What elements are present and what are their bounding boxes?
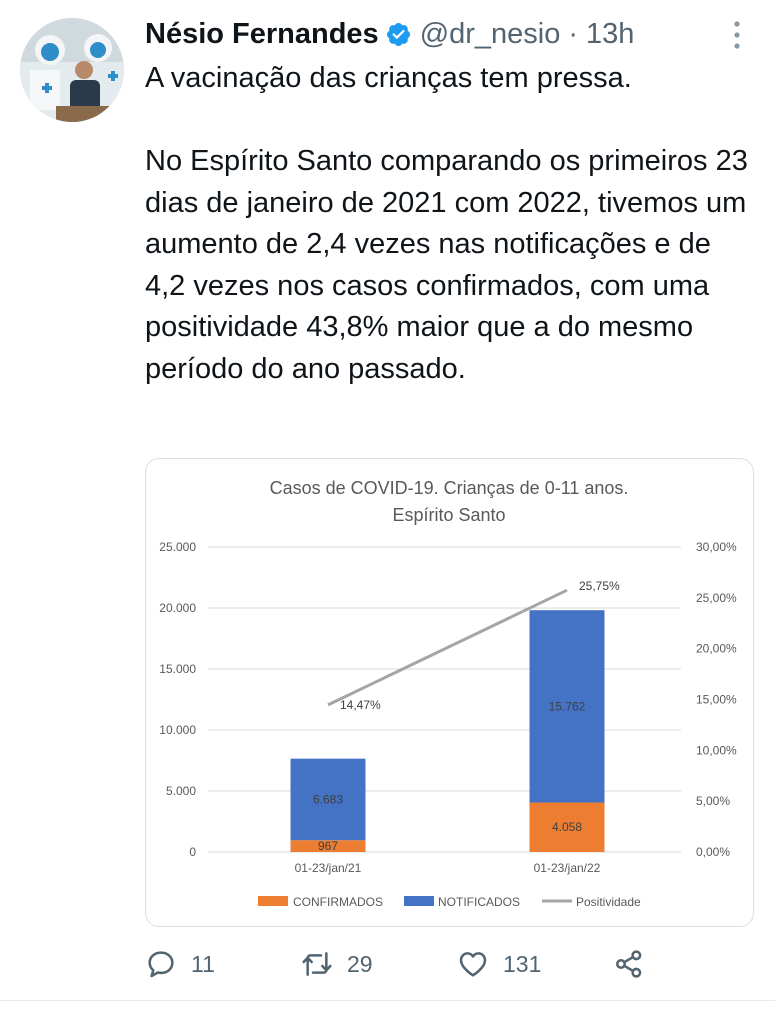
data-label-confirmados: 967 bbox=[318, 839, 338, 853]
share-button[interactable] bbox=[613, 942, 659, 986]
data-label-positividade: 25,75% bbox=[579, 579, 620, 593]
retweet-icon bbox=[302, 952, 332, 976]
bar-confirmados bbox=[529, 802, 605, 852]
reply-icon bbox=[148, 951, 174, 978]
x-tick-label: 01-23/jan/22 bbox=[534, 861, 601, 875]
y-right-tick-label: 30,00% bbox=[696, 540, 737, 554]
share-icon bbox=[616, 950, 642, 978]
separator-dot: · bbox=[568, 17, 579, 50]
y-right-tick-label: 0,00% bbox=[696, 845, 730, 859]
avatar-photo bbox=[20, 18, 124, 122]
reply-button[interactable]: 11 bbox=[145, 942, 215, 986]
data-label-notificados: 6.683 bbox=[313, 792, 343, 806]
chart-subtitle: Espírito Santo bbox=[392, 505, 505, 525]
legend-label-notificados: NOTIFICADOS bbox=[438, 895, 520, 909]
divider bbox=[0, 1000, 775, 1001]
y-right-tick-label: 5,00% bbox=[696, 794, 730, 808]
y-right-tick-label: 25,00% bbox=[696, 591, 737, 605]
heart-icon bbox=[459, 952, 487, 977]
y-left-tick-label: 5.000 bbox=[166, 784, 196, 798]
author-name[interactable]: Nésio Fernandes bbox=[145, 17, 379, 50]
tweet-time[interactable]: 13h bbox=[586, 17, 635, 50]
bar-notificados bbox=[290, 758, 366, 841]
positividade-line bbox=[327, 588, 568, 707]
verified-badge-icon bbox=[386, 22, 410, 46]
data-label-notificados: 15.762 bbox=[549, 699, 586, 713]
retweet-button[interactable]: 29 bbox=[301, 942, 373, 986]
data-label-confirmados: 4.058 bbox=[552, 820, 582, 834]
data-label-positividade: 14,47% bbox=[340, 698, 381, 712]
tweet-actions: 11 29 131 bbox=[145, 942, 665, 986]
y-left-tick-label: 0 bbox=[189, 845, 196, 859]
tweet-text: A vacinação das crianças tem pressa. No … bbox=[145, 62, 748, 385]
chart-title: Casos de COVID-19. Crianças de 0-11 anos… bbox=[270, 478, 629, 498]
legend-swatch-confirmados bbox=[258, 896, 288, 906]
y-right-tick-label: 20,00% bbox=[696, 642, 737, 656]
y-left-tick-label: 10.000 bbox=[159, 723, 196, 737]
tweet-header: Nésio Fernandes @dr_nesio · 13h bbox=[145, 14, 634, 54]
like-count: 131 bbox=[503, 950, 542, 977]
more-icon[interactable] bbox=[725, 18, 749, 52]
next-item-edge bbox=[0, 1001, 775, 1024]
reply-count: 11 bbox=[191, 950, 215, 977]
y-right-tick-label: 10,00% bbox=[696, 743, 737, 757]
chart-card[interactable]: Casos de COVID-19. Crianças de 0-11 anos… bbox=[145, 458, 754, 927]
like-button[interactable]: 131 bbox=[457, 942, 541, 986]
y-left-tick-label: 25.000 bbox=[159, 540, 196, 554]
y-right-tick-label: 15,00% bbox=[696, 693, 737, 707]
y-left-tick-label: 15.000 bbox=[159, 662, 196, 676]
bar-notificados bbox=[529, 610, 605, 803]
bar-confirmados bbox=[290, 840, 366, 852]
x-tick-label: 01-23/jan/21 bbox=[295, 861, 362, 875]
legend-label-positividade: Positividade bbox=[576, 895, 641, 909]
chart: Casos de COVID-19. Crianças de 0-11 anos… bbox=[159, 478, 737, 909]
legend-label-confirmados: CONFIRMADOS bbox=[293, 895, 383, 909]
retweet-count: 29 bbox=[347, 950, 373, 977]
legend-swatch-notificados bbox=[404, 896, 434, 906]
avatar[interactable] bbox=[20, 18, 124, 122]
y-left-tick-label: 20.000 bbox=[159, 601, 196, 615]
author-handle[interactable]: @dr_nesio bbox=[419, 17, 561, 50]
